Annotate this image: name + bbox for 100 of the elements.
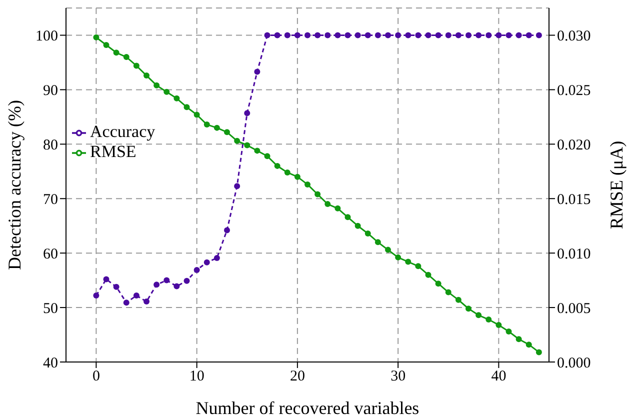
point (113, 284, 120, 290)
point (204, 259, 210, 266)
point (385, 246, 391, 253)
point (334, 205, 341, 212)
x-tick-label: 30 (390, 368, 406, 385)
point (506, 328, 512, 334)
point (164, 277, 170, 284)
point (194, 112, 200, 118)
point (133, 292, 140, 299)
point (415, 32, 422, 38)
y2-tick-label: 0.020 (557, 137, 591, 154)
point (435, 32, 442, 38)
point (405, 32, 412, 38)
point (425, 32, 432, 38)
point (284, 32, 290, 38)
point (214, 254, 220, 261)
point (93, 292, 100, 299)
y-tick-label: 50 (43, 300, 58, 317)
point (234, 183, 240, 190)
point (184, 104, 190, 110)
point (405, 258, 412, 265)
point (164, 88, 170, 95)
y-axis-title: Detection accuracy (%) (4, 100, 24, 270)
point (445, 32, 452, 38)
point (294, 32, 300, 38)
y-tick-label: 70 (43, 192, 58, 208)
y2-tick-label: 0.030 (557, 28, 591, 45)
point (274, 32, 280, 38)
y2-axis-title: RMSE (μA) (606, 140, 626, 230)
point (154, 282, 160, 288)
point (113, 50, 120, 56)
point (526, 32, 532, 38)
point (314, 191, 321, 198)
point (466, 32, 472, 38)
point (344, 214, 351, 220)
point (385, 32, 391, 38)
point (496, 32, 502, 38)
point (294, 174, 300, 180)
point (254, 68, 260, 75)
point (244, 142, 250, 148)
point (486, 32, 492, 38)
point (516, 32, 522, 38)
point (374, 32, 381, 38)
y2-tick-label: 0.005 (557, 300, 591, 317)
y-tick-label: 80 (43, 137, 58, 154)
point (324, 32, 331, 38)
point (123, 300, 130, 306)
point (526, 342, 532, 348)
point (224, 227, 230, 234)
point (395, 254, 402, 260)
point (93, 34, 100, 40)
point (304, 181, 310, 188)
point (364, 230, 371, 236)
y-tick-label: 60 (43, 246, 58, 262)
point (506, 32, 512, 38)
point (314, 32, 321, 38)
point (174, 95, 180, 102)
point (254, 148, 260, 154)
point (244, 110, 250, 116)
y-tick-label: 90 (43, 83, 58, 100)
point (174, 283, 180, 290)
point (144, 298, 150, 305)
x-tick-label: 20 (290, 368, 305, 385)
point (395, 32, 402, 38)
point (425, 272, 432, 278)
point (466, 306, 472, 312)
point (476, 312, 482, 318)
point (354, 32, 361, 38)
point (334, 32, 341, 38)
y-tick-label: 40 (43, 355, 58, 372)
y2-tick-label: 0.015 (557, 192, 591, 208)
point (354, 222, 361, 229)
point (344, 32, 351, 38)
y2-tick-label: 0.010 (557, 246, 591, 262)
point (234, 138, 240, 144)
point (324, 201, 331, 208)
point (516, 336, 522, 342)
point (204, 122, 210, 128)
point (304, 32, 310, 38)
point (445, 289, 452, 296)
point (536, 349, 542, 356)
y2-tick-label: 0.025 (557, 83, 591, 100)
point (476, 32, 482, 38)
point (364, 32, 371, 38)
x-tick-label: 40 (491, 368, 506, 385)
point (133, 62, 140, 69)
y2-tick-label: 0.000 (557, 355, 591, 372)
point (224, 129, 230, 136)
point (123, 54, 130, 60)
point (435, 280, 442, 287)
x-tick-label: 0 (92, 368, 100, 385)
point (496, 322, 502, 328)
point (144, 72, 150, 79)
x-axis-title: Number of recovered variables (196, 398, 420, 418)
point (264, 32, 270, 38)
point (536, 32, 542, 38)
y-tick-label: 100 (36, 28, 58, 45)
point (455, 32, 462, 38)
point (455, 296, 462, 303)
point (415, 263, 422, 270)
